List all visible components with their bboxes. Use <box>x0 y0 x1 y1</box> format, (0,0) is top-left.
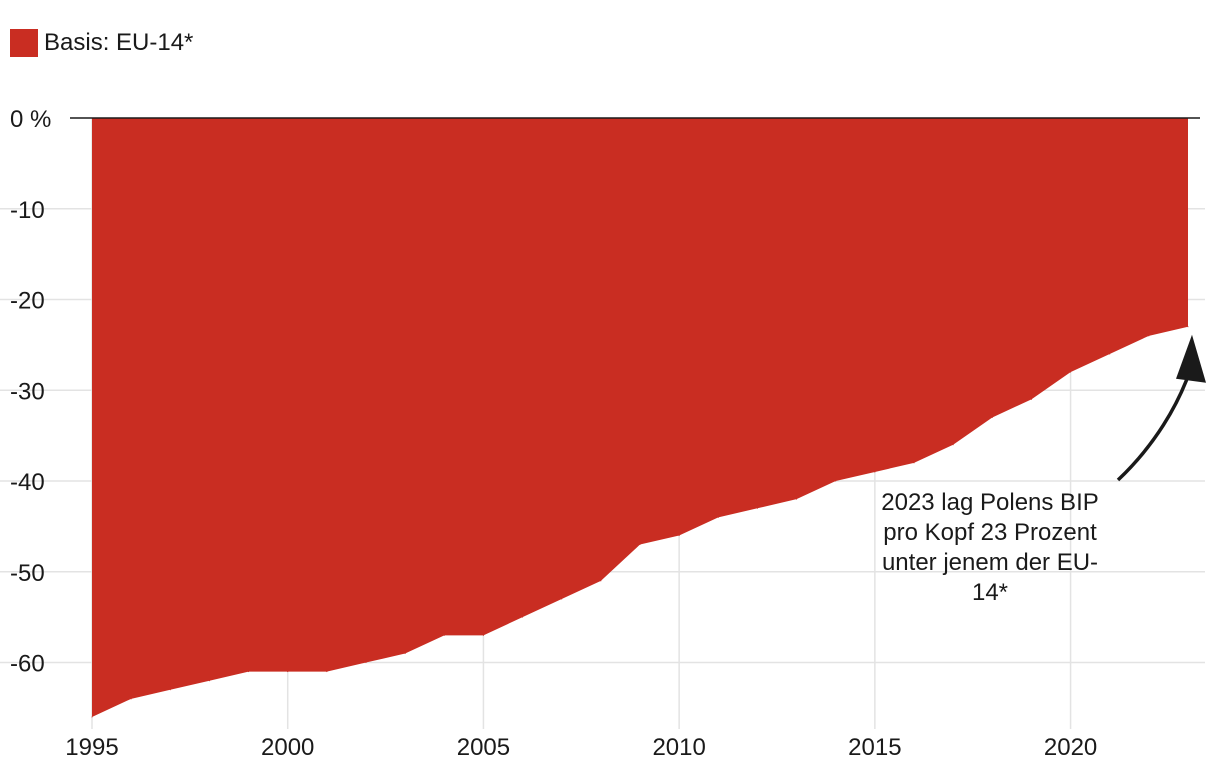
data-point <box>600 580 602 582</box>
area-series-fill <box>92 118 1188 717</box>
data-point <box>952 444 954 446</box>
y-tick-label: -50 <box>10 560 45 587</box>
data-point <box>248 671 250 673</box>
data-point <box>365 662 367 664</box>
x-tick-label: 2005 <box>457 734 510 761</box>
data-point <box>1030 398 1032 400</box>
x-tick-label: 2010 <box>652 734 705 761</box>
data-point <box>1187 326 1189 328</box>
data-point <box>169 689 171 691</box>
annotation-arrow <box>1116 370 1192 482</box>
data-point <box>639 544 641 546</box>
data-point <box>404 652 406 654</box>
data-point <box>874 471 876 473</box>
data-point <box>1070 371 1072 373</box>
data-point <box>1148 335 1150 337</box>
data-point <box>717 516 719 518</box>
annotation-text-line: 14* <box>972 579 1008 606</box>
data-point <box>796 498 798 500</box>
data-point <box>91 716 93 718</box>
data-point <box>326 671 328 673</box>
data-point <box>678 534 680 536</box>
legend-swatch <box>10 29 38 57</box>
y-tick-label: -40 <box>10 469 45 496</box>
data-point <box>756 507 758 509</box>
y-tick-label: -30 <box>10 378 45 405</box>
legend-label: Basis: EU-14* <box>44 29 194 56</box>
data-point <box>1109 353 1111 355</box>
y-tick-label: -60 <box>10 651 45 678</box>
data-point <box>913 462 915 464</box>
data-point <box>561 598 563 600</box>
data-point <box>443 634 445 636</box>
data-point <box>287 671 289 673</box>
annotation-arrowhead <box>1176 334 1206 383</box>
x-tick-label: 2015 <box>848 734 901 761</box>
x-tick-label: 1995 <box>65 734 118 761</box>
y-tick-label: -20 <box>10 288 45 315</box>
axes: 0 % -10 -20 -30 -40 -50 -60 1995 2000 2005 2010 201… <box>10 106 1200 761</box>
annotation-text-line: unter jenem der EU- <box>882 549 1098 576</box>
data-point <box>130 698 132 700</box>
annotation: 2023 lag Polens BIP pro Kopf 23 Prozent un… <box>881 334 1206 606</box>
annotation-text-line: 2023 lag Polens BIP <box>881 489 1099 516</box>
y-tick-label: -10 <box>10 197 45 224</box>
annotation-text-line: pro Kopf 23 Prozent <box>883 519 1097 546</box>
data-point <box>208 680 210 682</box>
x-tick-label: 2000 <box>261 734 314 761</box>
legend: Basis: EU-14* <box>10 27 193 59</box>
y-tick-label: 0 % <box>10 106 51 133</box>
data-point <box>482 634 484 636</box>
data-point <box>991 417 993 418</box>
data-point <box>522 616 524 618</box>
data-point <box>835 480 837 482</box>
x-tick-label: 2020 <box>1044 734 1097 761</box>
area-series <box>91 118 1189 718</box>
